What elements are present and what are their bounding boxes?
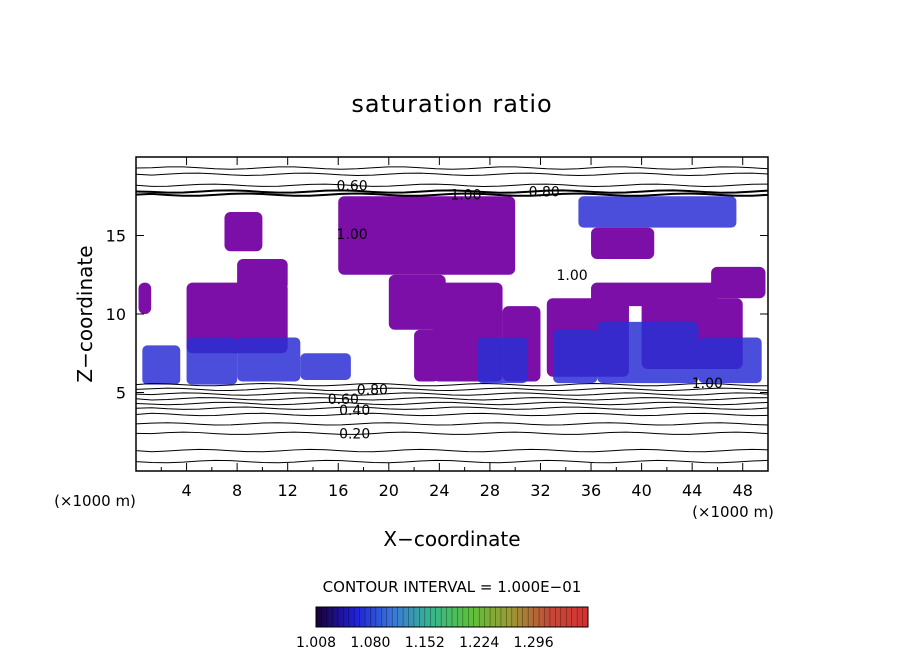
contour-line	[136, 422, 768, 426]
contour-line	[136, 382, 768, 387]
cloud-region-purple	[224, 211, 263, 252]
contour-line	[136, 412, 768, 417]
contour-line	[136, 192, 768, 197]
colorbar-tick-label: 1.224	[459, 635, 499, 651]
colorbar-tick-label: 1.296	[514, 635, 554, 651]
cloud-region-purple	[338, 196, 516, 275]
y-tick-label: 5	[116, 384, 126, 403]
x-tick-label: 36	[581, 481, 601, 500]
cloud-region-purple	[388, 274, 446, 330]
contour-line	[136, 401, 768, 406]
x-tick-label: 28	[480, 481, 500, 500]
x-tick-label: 20	[379, 481, 399, 500]
contour-interval-label: CONTOUR INTERVAL = 1.000E−01	[323, 578, 582, 596]
x-tick-label: 16	[328, 481, 348, 500]
cloud-region-blue	[553, 329, 598, 384]
y-axis: 5 10 15	[106, 227, 768, 403]
x-unit-left: (×1000 m)	[54, 492, 136, 510]
cloud-region-blue	[597, 321, 699, 384]
x-tick-label: 4	[181, 481, 191, 500]
contour-line	[136, 166, 768, 170]
contour-label: 1.00	[556, 268, 587, 284]
contour-line	[136, 387, 768, 392]
contour-line	[136, 172, 768, 176]
y-tick-label: 10	[106, 305, 126, 324]
x-tick-label: 32	[530, 481, 550, 500]
cloud-region-blue	[186, 337, 238, 385]
contour-label: 0.60	[337, 178, 368, 194]
cloud-region-blue	[142, 345, 181, 385]
contour-label: 0.40	[339, 403, 370, 419]
contour-label: 1.00	[337, 227, 368, 243]
cloud-region-blue	[698, 337, 762, 384]
x-axis-label: X−coordinate	[383, 527, 520, 551]
x-tick-label: 12	[278, 481, 298, 500]
contour-line	[136, 392, 768, 396]
x-tick-label: 40	[631, 481, 651, 500]
cloud-region-purple	[237, 259, 288, 291]
contour-label: 1.00	[450, 188, 481, 204]
cloud-region-blue	[237, 337, 301, 382]
x-tick-label: 44	[682, 481, 702, 500]
contour-line	[136, 448, 768, 453]
colorbar-tick-label: 1.152	[405, 635, 445, 651]
x-axis: 4 8 12 16 20 24 28 32 36 40 44 48	[160, 157, 753, 500]
plot-area	[136, 166, 768, 464]
colorbar-ticks: 1.008 1.080 1.152 1.224 1.296	[296, 607, 583, 651]
contour-line	[136, 183, 768, 187]
cloud-region-purple	[591, 227, 655, 260]
x-tick-label: 8	[232, 481, 242, 500]
contour-line	[136, 431, 768, 435]
cloud-region-purple	[186, 282, 288, 354]
cloud-region-purple	[711, 266, 766, 299]
contour-label: 0.20	[339, 426, 370, 442]
contour-label: 0.80	[357, 382, 388, 398]
cloud-region-purple	[414, 329, 440, 382]
cloud-region-purple	[138, 282, 152, 314]
contour-labels: 0.601.00 0.801.001.000.800.600.400.201.00	[328, 178, 723, 442]
cloud-region-blue	[477, 337, 528, 384]
cloud-region-blue	[300, 353, 351, 380]
contour-line	[136, 189, 768, 194]
cloud-region-blue	[578, 196, 737, 228]
chart-title: saturation ratio	[351, 90, 552, 118]
y-tick-label: 15	[106, 227, 126, 246]
colorbar-tick-label: 1.008	[296, 635, 336, 651]
contour-line	[136, 459, 768, 464]
x-tick-label: 48	[733, 481, 753, 500]
y-axis-label: Z−coordinate	[73, 245, 97, 382]
contour-line	[136, 397, 768, 401]
colorbar-tick-label: 1.080	[350, 635, 390, 651]
x-tick-label: 24	[429, 481, 449, 500]
x-unit-right: (×1000 m)	[692, 503, 774, 521]
contour-label: 1.00	[692, 376, 723, 392]
contour-label: 0.80	[529, 185, 560, 201]
contour-line	[136, 406, 768, 410]
contour-label: 0.60	[328, 392, 359, 408]
